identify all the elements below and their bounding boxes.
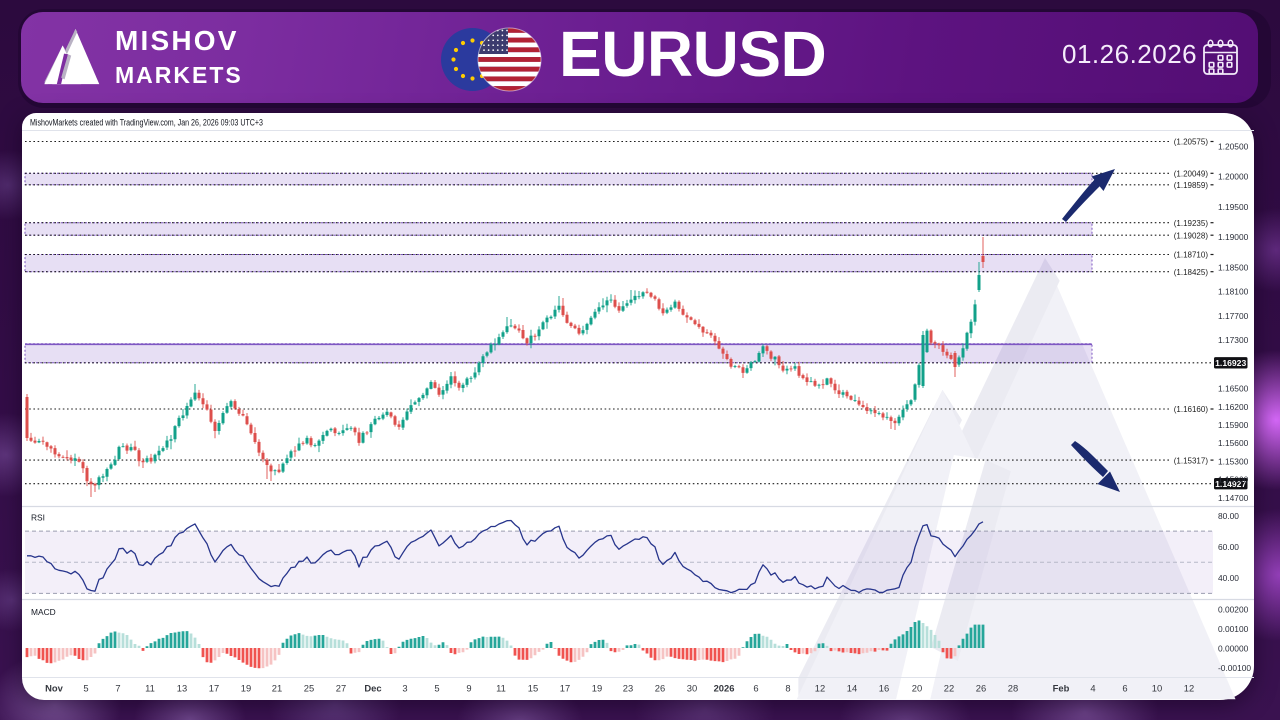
svg-text:1.17300: 1.17300 [1218, 335, 1249, 345]
svg-text:80.00: 80.00 [1218, 511, 1239, 521]
svg-text:21: 21 [272, 683, 282, 694]
svg-text:5: 5 [434, 683, 439, 694]
svg-text:(1.18425): (1.18425) [1174, 268, 1209, 277]
svg-text:(1.16160): (1.16160) [1174, 405, 1209, 414]
svg-text:-0.00100: -0.00100 [1218, 663, 1251, 673]
svg-text:15: 15 [528, 683, 538, 694]
svg-text:1.15900: 1.15900 [1218, 420, 1249, 430]
svg-text:6: 6 [753, 683, 758, 694]
svg-text:11: 11 [145, 683, 155, 694]
svg-text:1.16200: 1.16200 [1218, 402, 1249, 412]
svg-text:1.16923: 1.16923 [1215, 358, 1246, 368]
svg-text:(1.19028): (1.19028) [1174, 231, 1209, 240]
svg-text:MishovMarkets created with Tra: MishovMarkets created with TradingView.c… [30, 118, 263, 128]
svg-text:0.00200: 0.00200 [1218, 604, 1249, 614]
svg-text:1.19500: 1.19500 [1218, 202, 1249, 212]
svg-text:5: 5 [83, 683, 88, 694]
svg-text:12: 12 [1184, 683, 1194, 694]
svg-text:27: 27 [336, 683, 346, 694]
svg-text:16: 16 [879, 683, 889, 694]
svg-text:1.20000: 1.20000 [1218, 172, 1249, 182]
svg-text:14: 14 [847, 683, 857, 694]
svg-text:Dec: Dec [364, 683, 381, 694]
svg-text:(1.15317): (1.15317) [1174, 456, 1209, 465]
svg-text:1.18100: 1.18100 [1218, 287, 1249, 297]
svg-text:1.18500: 1.18500 [1218, 263, 1249, 273]
svg-text:25: 25 [304, 683, 314, 694]
svg-text:10: 10 [1152, 683, 1162, 694]
svg-text:12: 12 [815, 683, 825, 694]
svg-text:MACD: MACD [31, 607, 56, 617]
svg-text:1.15000: 1.15000 [1218, 475, 1249, 485]
svg-text:1.19000: 1.19000 [1218, 232, 1249, 242]
svg-text:1.16500: 1.16500 [1218, 384, 1249, 394]
svg-text:1.15600: 1.15600 [1218, 438, 1249, 448]
svg-text:0.00100: 0.00100 [1218, 624, 1249, 634]
svg-text:40.00: 40.00 [1218, 573, 1239, 583]
svg-text:20: 20 [912, 683, 922, 694]
svg-text:(1.18710): (1.18710) [1174, 251, 1209, 260]
svg-text:3: 3 [402, 683, 407, 694]
svg-text:Feb: Feb [1053, 683, 1070, 694]
svg-text:(1.19859): (1.19859) [1174, 181, 1209, 190]
svg-text:26: 26 [655, 683, 665, 694]
svg-text:1.17700: 1.17700 [1218, 311, 1249, 321]
svg-text:1.14700: 1.14700 [1218, 493, 1249, 503]
svg-text:6: 6 [1122, 683, 1127, 694]
svg-text:(1.19235): (1.19235) [1174, 219, 1209, 228]
svg-text:11: 11 [496, 683, 506, 694]
svg-text:60.00: 60.00 [1218, 542, 1239, 552]
svg-text:23: 23 [623, 683, 633, 694]
svg-text:26: 26 [976, 683, 986, 694]
svg-text:17: 17 [209, 683, 219, 694]
svg-text:1.15300: 1.15300 [1218, 456, 1249, 466]
svg-text:1.14927: 1.14927 [1215, 479, 1246, 489]
svg-text:(1.20049): (1.20049) [1174, 170, 1209, 179]
svg-text:19: 19 [241, 683, 251, 694]
svg-text:RSI: RSI [31, 513, 45, 523]
svg-text:22: 22 [944, 683, 954, 694]
svg-text:4: 4 [1090, 683, 1095, 694]
svg-text:17: 17 [560, 683, 570, 694]
svg-text:28: 28 [1008, 683, 1018, 694]
svg-text:0.00000: 0.00000 [1218, 643, 1249, 653]
svg-text:(1.20575): (1.20575) [1174, 138, 1209, 147]
svg-text:30: 30 [687, 683, 697, 694]
svg-text:19: 19 [592, 683, 602, 694]
svg-text:Nov: Nov [45, 683, 63, 694]
svg-text:7: 7 [115, 683, 120, 694]
svg-text:1.20500: 1.20500 [1218, 141, 1249, 151]
svg-text:13: 13 [177, 683, 187, 694]
svg-text:2026: 2026 [714, 683, 735, 694]
svg-text:8: 8 [785, 683, 790, 694]
svg-text:9: 9 [466, 683, 471, 694]
